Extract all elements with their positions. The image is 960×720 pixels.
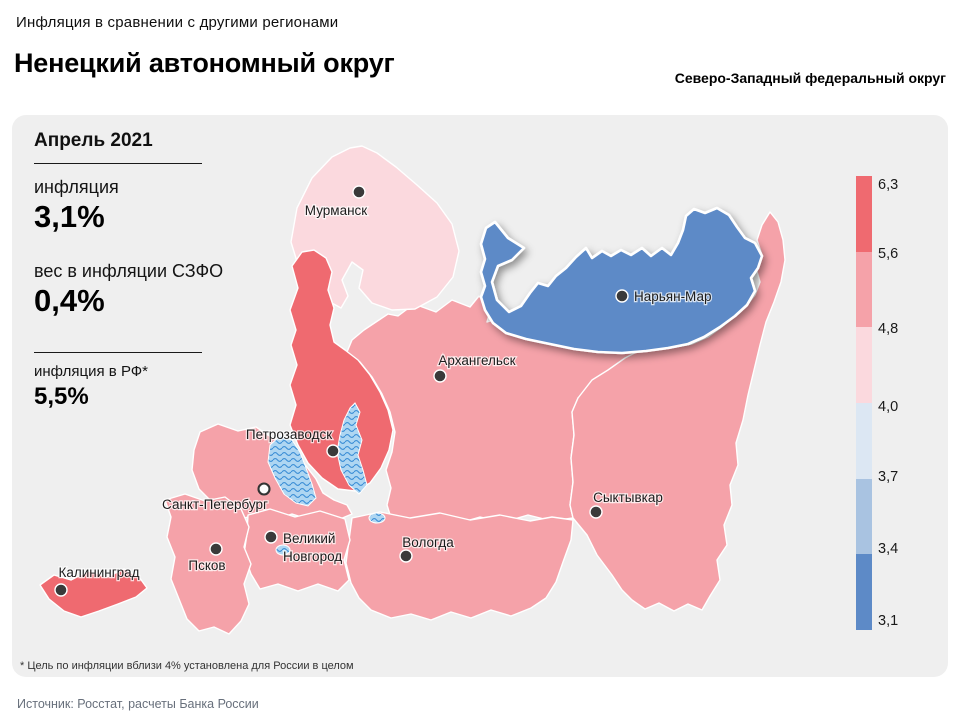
legend-segment <box>856 251 872 328</box>
lake-beloye <box>368 512 386 524</box>
legend-tick-label: 4,8 <box>878 321 899 337</box>
city-label: Псков <box>188 558 225 573</box>
source-caption: Источник: Росстат, расчеты Банка России <box>17 697 259 711</box>
legend-segment <box>856 403 872 479</box>
legend-tick-label: 5,6 <box>878 246 899 262</box>
lake-ladoga <box>267 435 317 507</box>
legend-segment <box>856 327 872 404</box>
page-title: Ненецкий автономный округ <box>14 48 395 78</box>
city-marker-dot <box>399 549 413 563</box>
region-pskov <box>164 493 252 635</box>
city-label: Петрозаводск <box>246 427 332 442</box>
weight-label: вес в инфляции СЗФО <box>34 261 224 281</box>
federal-district-label: Северо-Западный федеральный округ <box>674 70 946 86</box>
footnote: * Цель по инфляции вблизи 4% установлена… <box>20 660 354 672</box>
city-marker-dot <box>326 444 340 458</box>
legend-tick-label: 3,1 <box>878 613 899 629</box>
region-nenets <box>479 206 764 355</box>
divider <box>34 352 202 353</box>
lake-onega <box>336 402 368 495</box>
rf-inflation-label: инфляция в РФ* <box>34 363 149 380</box>
report-eyebrow: Инфляция в сравнении с другими регионами <box>16 14 339 31</box>
city-label: Нарьян-Мар <box>634 289 711 304</box>
city-label: Архангельск <box>438 353 515 368</box>
highlighted-region-layer <box>479 206 764 355</box>
city-marker-dot <box>54 583 68 597</box>
lake-ilmen <box>275 544 291 556</box>
city-label: Сыктывкар <box>593 490 663 505</box>
city-marker-dot <box>589 505 603 519</box>
inflation-value: 3,1% <box>34 199 105 234</box>
region-vologda <box>345 511 574 621</box>
map-panel: Мурманск Нарьян-Мар Архангельск Петрозаводс… <box>12 115 948 677</box>
cities-layer: Мурманск Нарьян-Мар Архангельск Петрозаводс… <box>54 185 713 597</box>
regions-layer <box>39 145 786 635</box>
city-marker-dot <box>209 542 223 556</box>
legend-tick-label: 6,3 <box>878 177 899 193</box>
legend-segment <box>856 478 872 555</box>
legend-tick-label: 4,0 <box>878 399 899 415</box>
legend-segment <box>856 554 872 631</box>
legend-tick-label: 3,4 <box>878 541 899 557</box>
choropleth-map: Мурманск Нарьян-Мар Архангельск Петрозаводс… <box>39 145 786 635</box>
weight-value: 0,4% <box>34 283 105 318</box>
city-label: Новгород <box>283 549 342 564</box>
city-label: Мурманск <box>305 203 367 218</box>
city-label: Санкт-Петербург <box>162 497 268 512</box>
city-marker-dot <box>615 289 629 303</box>
city-marker-dot <box>433 369 447 383</box>
divider <box>34 163 202 164</box>
legend-segment <box>856 176 872 252</box>
city-marker-dot <box>352 185 366 199</box>
city-marker-dot <box>264 530 278 544</box>
period-label: Апрель 2021 <box>34 130 153 151</box>
legend-tick-label: 3,7 <box>878 469 899 485</box>
lakes-layer <box>267 402 386 556</box>
city-marker-ring <box>257 482 271 496</box>
city-label: Великий <box>283 531 335 546</box>
region-kaliningrad <box>39 568 148 618</box>
rf-inflation-value: 5,5% <box>34 383 89 410</box>
legend-color-scale <box>856 176 872 631</box>
region-murmansk <box>290 145 460 311</box>
city-label: Калининград <box>58 565 139 580</box>
inflation-label: инфляция <box>34 177 119 197</box>
region-karelia <box>289 249 394 492</box>
city-label: Вологда <box>402 535 454 550</box>
